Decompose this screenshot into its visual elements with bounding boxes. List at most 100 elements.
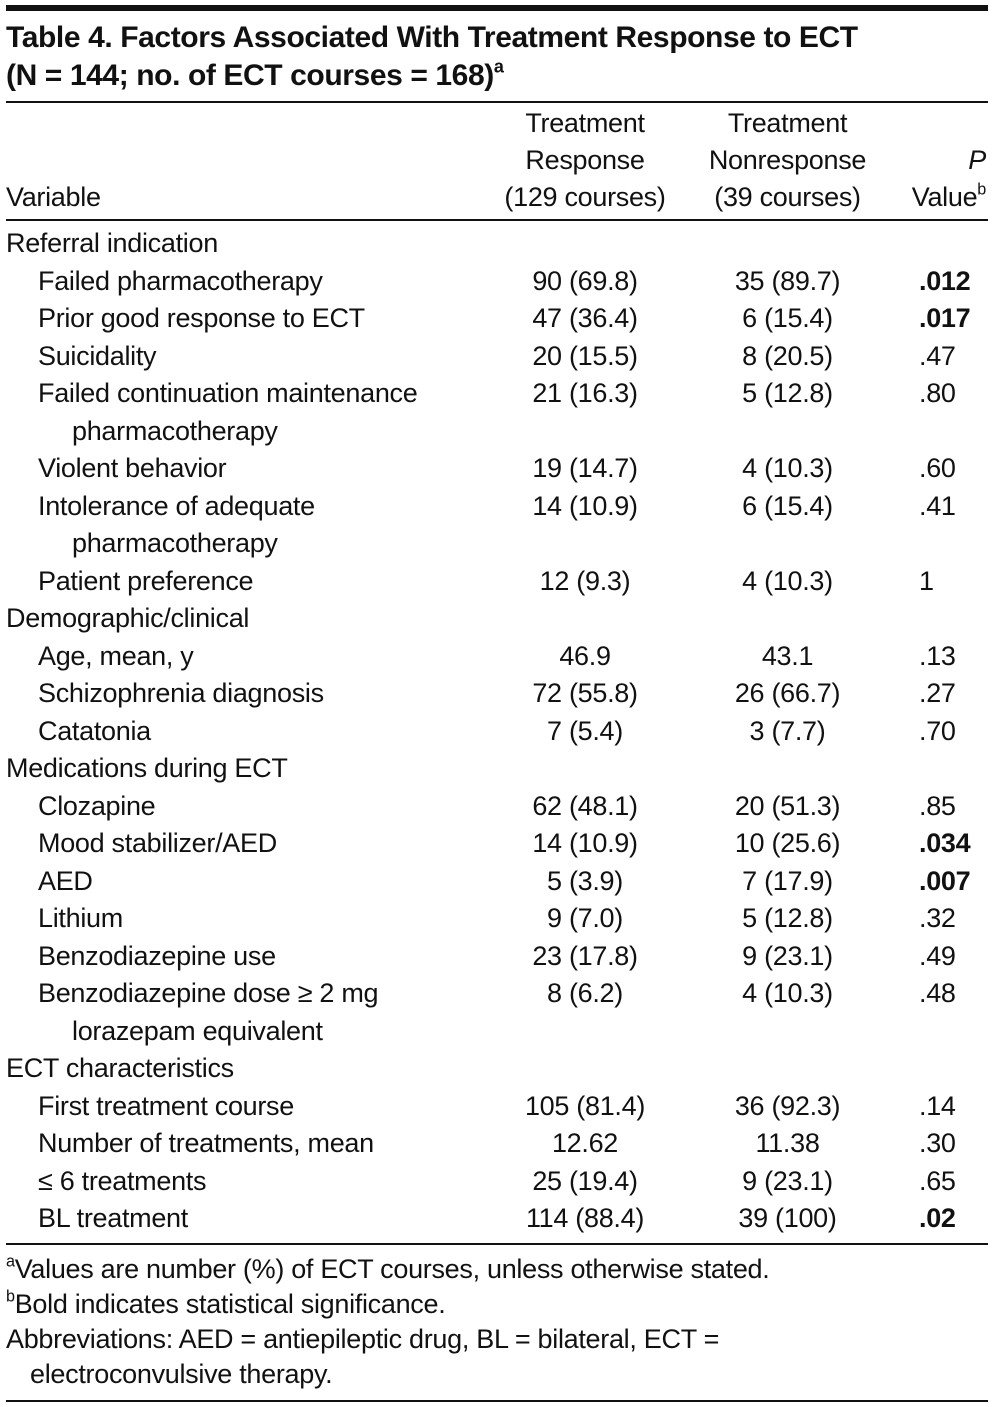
nonresponse-value: 5 (12.8) (742, 903, 833, 933)
nonresponse-value: 9 (23.1) (742, 1165, 833, 1196)
nonresponse-value: 3 (7.7) (749, 715, 826, 746)
response-value: 12 (9.3) (539, 565, 631, 596)
section-label: ECT characteristics (6, 1053, 234, 1083)
data-row: Mood stabilizer/AED 14 (10.9) 10 (25.6) .03… (6, 825, 988, 863)
data-row: Clozapine 62 (48.1) 20 (51.3) .85 (6, 788, 988, 826)
response-value: 62 (48.1) (532, 790, 638, 821)
footnote-mark: b (6, 1287, 15, 1306)
footnote-mark: a (6, 1252, 15, 1271)
nonresponse-value: 6 (15.4) (742, 490, 833, 521)
header-line: P (895, 142, 986, 179)
section-row: Demographic/clinical (6, 600, 988, 638)
nonresponse-value: 5 (12.8) (742, 378, 833, 408)
p-value: .007 (919, 865, 971, 896)
data-row: Violent behavior 19 (14.7) 4 (10.3) .60 (6, 450, 988, 488)
section-row: Medications during ECT (6, 750, 988, 788)
footnote-mark: b (977, 180, 986, 199)
data-row: Number of treatments, mean 12.62 11.38 .30 (6, 1125, 988, 1163)
column-header: Treatment Nonresponse (39 courses) (680, 105, 895, 216)
p-value: .60 (919, 453, 956, 483)
variable: Intolerance of adequate pharmacotherapy (38, 490, 315, 559)
header-text: Treatment (727, 108, 848, 138)
header-text: Nonresponse (708, 145, 867, 175)
nonresponse-value: 8 (20.5) (742, 340, 833, 371)
response-value: 8 (6.2) (547, 978, 623, 1008)
response-value: 21 (16.3) (532, 378, 638, 408)
p-value: .32 (919, 903, 956, 933)
variable: Failed pharmacotherapy (38, 265, 323, 296)
p-value: .012 (919, 265, 971, 296)
data-row: Benzodiazepine use 23 (17.8) 9 (23.1) .49 (6, 938, 988, 976)
column-header: P Valueb (895, 105, 988, 216)
abbreviations: Abbreviations: AED = antiepileptic drug,… (6, 1323, 720, 1389)
p-value: .48 (919, 978, 956, 1008)
data-row: Prior good response to ECT 47 (36.4) 6 (15… (6, 300, 988, 338)
nonresponse-value: 4 (10.3) (742, 978, 833, 1008)
header-text: Treatment (525, 108, 645, 138)
p-value: .14 (919, 1090, 956, 1121)
variable: Schizophrenia diagnosis (38, 678, 324, 708)
p-value: .02 (919, 1203, 956, 1233)
p-value: .27 (919, 678, 956, 708)
variable: ≤ 6 treatments (38, 1165, 207, 1196)
response-value: 105 (81.4) (524, 1090, 646, 1121)
header-text: Response (525, 145, 645, 175)
variable: Age, mean, y (38, 640, 194, 671)
section-row: ECT characteristics (6, 1050, 988, 1088)
nonresponse-value: 7 (17.9) (742, 865, 833, 896)
response-value: 23 (17.8) (532, 940, 638, 971)
nonresponse-value: 4 (10.3) (742, 453, 833, 483)
variable: Benzodiazepine dose ≥ 2 mg lorazepam equ… (38, 978, 379, 1046)
header-text: Variable (6, 182, 101, 212)
footnote-text: Bold indicates statistical significance. (14, 1288, 446, 1319)
header-row: Variable Treatment Response (129 courses) Tr… (6, 103, 988, 219)
data-row: Schizophrenia diagnosis 72 (55.8) 26 (66.7… (6, 675, 988, 713)
response-value: 5 (3.9) (547, 865, 623, 896)
bottom-rule (6, 1399, 988, 1402)
p-value: .13 (919, 640, 956, 671)
p-value: .017 (919, 303, 971, 333)
rule (6, 101, 988, 103)
p-value: .034 (919, 828, 971, 858)
nonresponse-value: 11.38 (755, 1128, 820, 1158)
response-value: 114 (88.4) (525, 1203, 645, 1233)
p-value: .85 (919, 790, 956, 821)
response-value: 47 (36.4) (532, 303, 638, 333)
title-line: Table 4. Factors Associated With Treatme… (6, 19, 988, 57)
nonresponse-value: 35 (89.7) (734, 265, 841, 296)
nonresponse-value: 10 (25.6) (734, 828, 841, 858)
data-row: BL treatment 114 (88.4) 39 (100) .02 (6, 1200, 988, 1238)
variable: Benzodiazepine use (38, 940, 276, 971)
response-value: 12.62 (551, 1128, 619, 1158)
response-value: 9 (7.0) (547, 903, 623, 933)
p-value: 1 (919, 565, 934, 596)
response-value: 14 (10.9) (532, 490, 638, 521)
table-title: Table 4. Factors Associated With Treatme… (6, 11, 988, 101)
p-value: .30 (919, 1128, 956, 1158)
response-value: 7 (5.4) (547, 715, 623, 746)
header-line: Treatment (490, 105, 680, 142)
header-line: Nonresponse (680, 142, 895, 179)
data-row: Suicidality 20 (15.5) 8 (20.5) .47 (6, 338, 988, 376)
header-line: Variable (6, 179, 490, 216)
nonresponse-value: 9 (23.1) (742, 940, 833, 971)
data-row: First treatment course 105 (81.4) 36 (92.3… (6, 1088, 988, 1126)
data-row: Patient preference 12 (9.3) 4 (10.3) 1 (6, 563, 988, 601)
footnote-mark: a (493, 56, 504, 77)
variable: Catatonia (38, 715, 151, 746)
nonresponse-value: 6 (15.4) (742, 303, 833, 333)
header-line: (129 courses) (490, 179, 680, 216)
header-line: (39 courses) (680, 179, 895, 216)
footnote: bBold indicates statistical significance… (6, 1287, 988, 1322)
data-row: AED 5 (3.9) 7 (17.9) .007 (6, 863, 988, 901)
variable: Suicidality (38, 340, 157, 371)
data-row: ≤ 6 treatments 25 (19.4) 9 (23.1) .65 (6, 1163, 988, 1201)
top-rule (6, 5, 988, 11)
nonresponse-value: 4 (10.3) (742, 565, 833, 596)
column-header: Treatment Response (129 courses) (490, 105, 680, 216)
data-row: Failed continuation maintenance pharmaco… (6, 375, 988, 450)
p-value: .41 (919, 490, 956, 521)
rule (6, 1242, 988, 1245)
header-text: (39 courses) (714, 182, 861, 212)
